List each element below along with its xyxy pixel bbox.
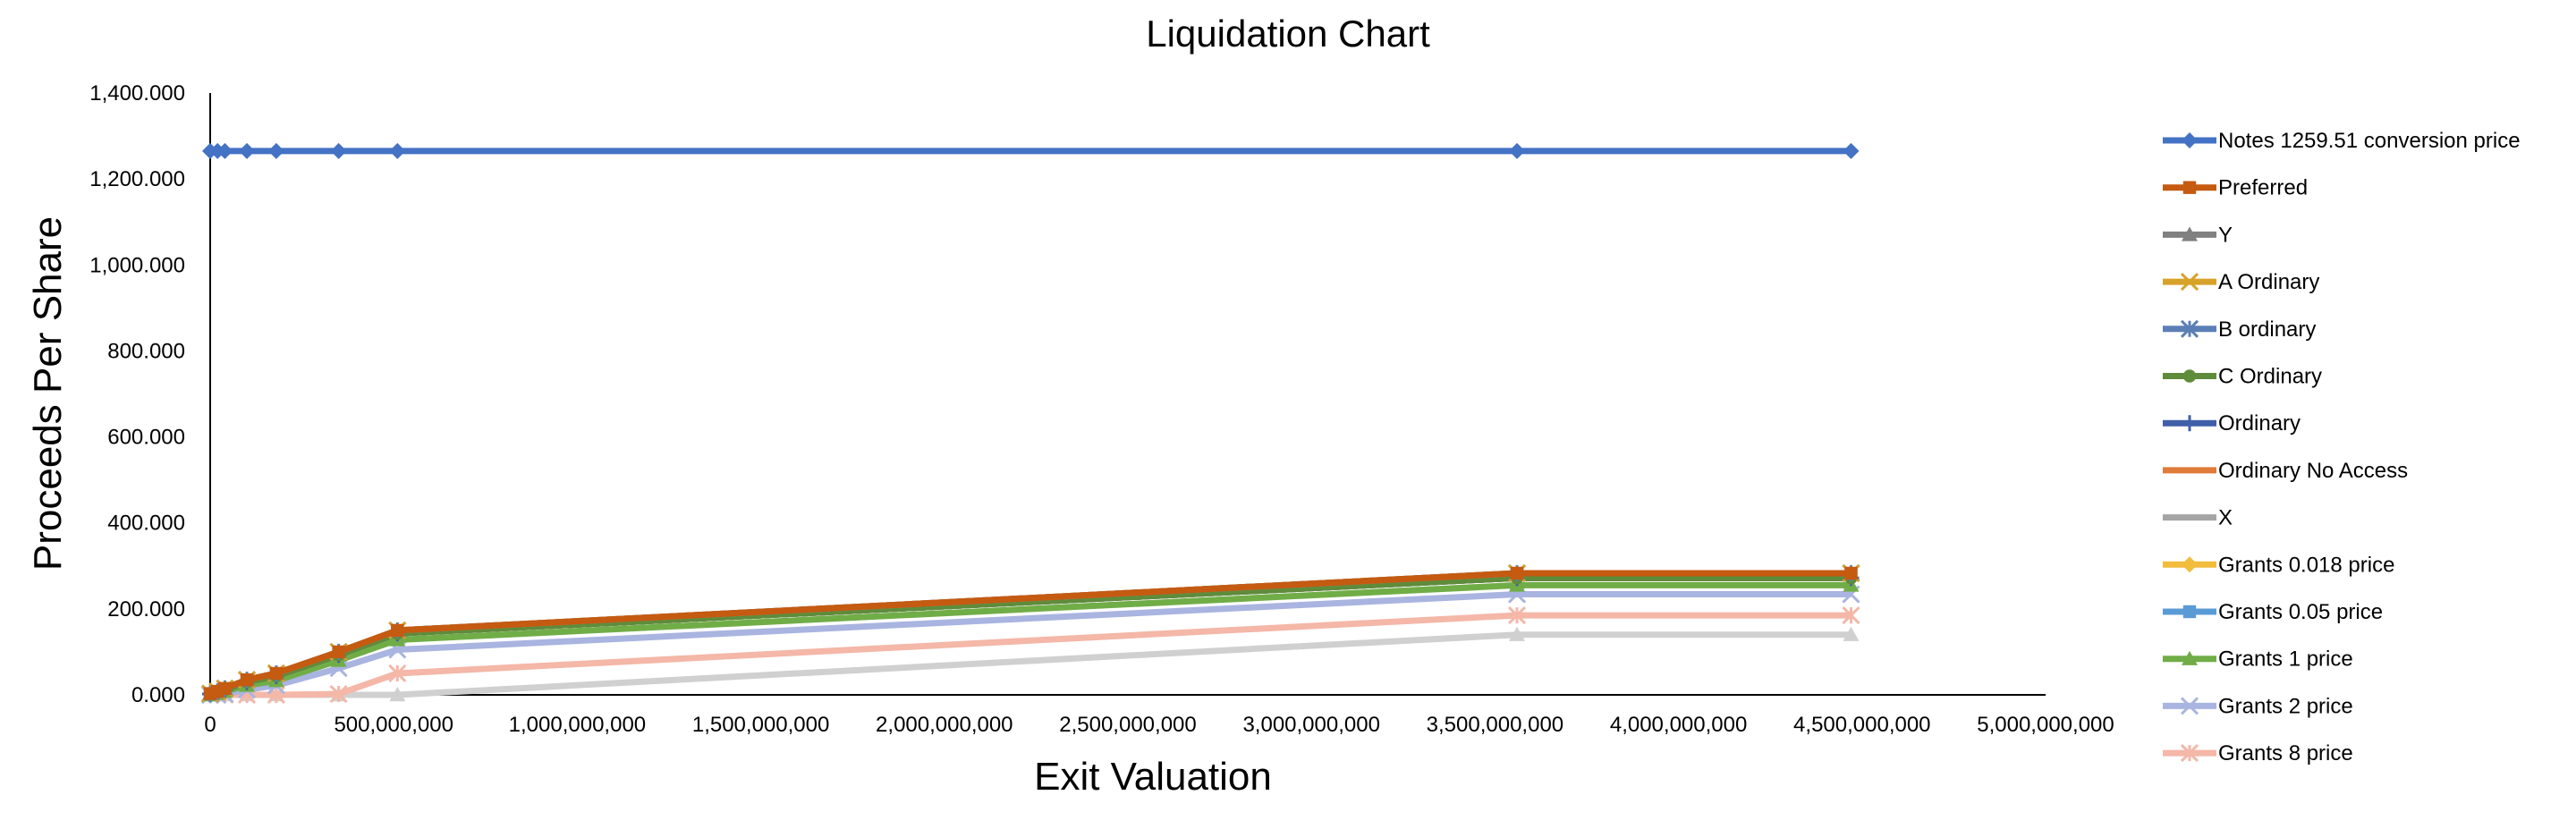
data-point <box>1844 566 1858 580</box>
data-point <box>391 623 404 638</box>
y-tick-label: 400.000 <box>107 512 185 536</box>
legend-marker <box>2182 132 2198 148</box>
data-point <box>267 142 284 159</box>
data-point <box>388 664 407 683</box>
data-point <box>332 645 345 659</box>
y-tick-label: 0.000 <box>131 683 185 707</box>
legend-marker <box>2182 181 2197 194</box>
data-point <box>1509 626 1526 641</box>
y-tick-label: 1,200.000 <box>89 167 185 191</box>
legend-marker <box>2182 650 2198 665</box>
x-tick-label: 4,000,000,000 <box>1610 713 1747 737</box>
data-point <box>240 673 254 687</box>
x-axis-title: Exit Valuation <box>1034 755 1272 799</box>
legend-entry: Grants 0.018 price <box>2163 553 2394 577</box>
data-point <box>330 142 347 159</box>
data-point <box>1507 606 1527 625</box>
legend-label: Grants 1 price <box>2218 647 2353 672</box>
x-tick-label: 3,000,000,000 <box>1242 713 1379 737</box>
legend-entry: Grants 8 price <box>2163 741 2353 766</box>
data-point <box>1843 142 1860 159</box>
data-point <box>269 666 284 681</box>
legend-label: Grants 0.05 price <box>2218 600 2383 624</box>
legend-entry: Ordinary <box>2163 411 2301 436</box>
legend-marker <box>2182 226 2198 241</box>
legend-entry: Grants 0.05 price <box>2163 600 2383 624</box>
y-tick-label: 200.000 <box>107 597 185 622</box>
chart-title: Liquidation Chart <box>1146 13 1430 55</box>
legend-label: Y <box>2218 223 2233 247</box>
series-grants-8-price <box>200 606 1860 705</box>
data-point <box>216 142 233 159</box>
data-point <box>239 142 256 159</box>
data-point <box>389 142 406 159</box>
x-tick-label: 1,500,000,000 <box>692 713 829 737</box>
x-tick-label: 5,000,000,000 <box>1977 713 2114 737</box>
legend-label: C Ordinary <box>2218 365 2322 389</box>
legend-entry: Notes 1259.51 conversion price <box>2163 129 2521 153</box>
legend-entry: Preferred <box>2163 176 2308 200</box>
legend-marker <box>2182 415 2198 432</box>
legend-entry: X <box>2163 506 2233 530</box>
legend-marker <box>2180 273 2199 292</box>
data-point <box>1509 142 1526 159</box>
legend-label: Grants 8 price <box>2218 741 2353 766</box>
x-tick-label: 3,500,000,000 <box>1427 713 1563 737</box>
x-tick-label: 2,000,000,000 <box>876 713 1013 737</box>
legend-label: Grants 2 price <box>2218 694 2353 718</box>
legend-entry: Grants 2 price <box>2163 694 2353 718</box>
y-tick-label: 600.000 <box>107 426 185 450</box>
x-tick-label: 2,500,000,000 <box>1059 713 1196 737</box>
series-notes-1259-51-conversion-price <box>202 142 1860 159</box>
legend-label: X <box>2218 506 2233 530</box>
legend-marker <box>2182 369 2197 383</box>
data-point <box>1842 606 1860 625</box>
legend-entry: Ordinary No Access <box>2163 459 2408 483</box>
legend-entry: C Ordinary <box>2163 365 2322 389</box>
legend-entry: A Ordinary <box>2163 270 2319 294</box>
plot-area: 0.000 200.000 400.000 600.000 800.000 1,000.0… <box>89 81 2114 737</box>
legend-entry: Grants 1 price <box>2163 647 2353 672</box>
y-tick-label: 1,000.000 <box>89 253 185 277</box>
legend-label: Grants 0.018 price <box>2218 553 2394 577</box>
legend-marker <box>2180 319 2199 338</box>
y-tick-label: 1,400.000 <box>89 81 185 106</box>
legend-marker <box>2182 605 2197 619</box>
legend-label: Ordinary No Access <box>2218 459 2408 483</box>
legend-marker <box>2182 556 2198 573</box>
legend-label: Ordinary <box>2218 411 2301 436</box>
x-tick-label: 1,000,000,000 <box>509 713 646 737</box>
data-point <box>389 687 406 702</box>
x-tick-label: 500,000,000 <box>334 713 453 737</box>
data-point <box>1510 566 1524 580</box>
legend-marker <box>2180 697 2199 715</box>
legend-label: B ordinary <box>2218 317 2316 342</box>
legend-entry: Y <box>2163 223 2233 247</box>
data-point <box>1843 626 1860 641</box>
legend-label: A Ordinary <box>2218 270 2319 294</box>
legend: Notes 1259.51 conversion price Preferred Y… <box>2163 129 2521 766</box>
x-tick-label: 0 <box>204 713 216 737</box>
legend-label: Preferred <box>2218 176 2308 200</box>
y-tick-label: 800.000 <box>107 339 185 363</box>
x-tick-label: 4,500,000,000 <box>1793 713 1930 737</box>
legend-entry: B ordinary <box>2163 317 2316 342</box>
legend-label: Notes 1259.51 conversion price <box>2218 129 2521 153</box>
data-point <box>218 681 232 695</box>
legend-marker <box>2180 744 2199 763</box>
y-axis-title: Proceeds Per Share <box>26 216 70 571</box>
data-point <box>329 684 348 704</box>
series-preferred <box>203 566 1858 700</box>
